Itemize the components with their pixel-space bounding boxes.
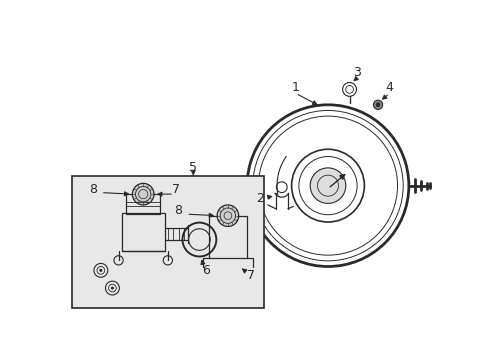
Circle shape [132,183,154,205]
Bar [208,216,246,258]
Text: 5: 5 [189,161,197,175]
Text: 6: 6 [201,264,209,277]
Text: 8: 8 [174,204,182,217]
Circle shape [217,205,238,226]
Circle shape [309,168,345,203]
Text: 2: 2 [256,192,264,205]
Circle shape [111,287,114,289]
Circle shape [99,269,102,272]
Text: 7: 7 [246,269,254,282]
Bar [71,176,264,308]
Circle shape [375,103,380,107]
Text: 4: 4 [385,81,393,94]
Text: 3: 3 [353,66,361,79]
Bar [126,194,160,214]
Bar [122,213,164,251]
Text: 1: 1 [291,81,299,94]
Text: 8: 8 [89,183,97,196]
Circle shape [373,100,382,109]
Text: 7: 7 [171,183,179,196]
